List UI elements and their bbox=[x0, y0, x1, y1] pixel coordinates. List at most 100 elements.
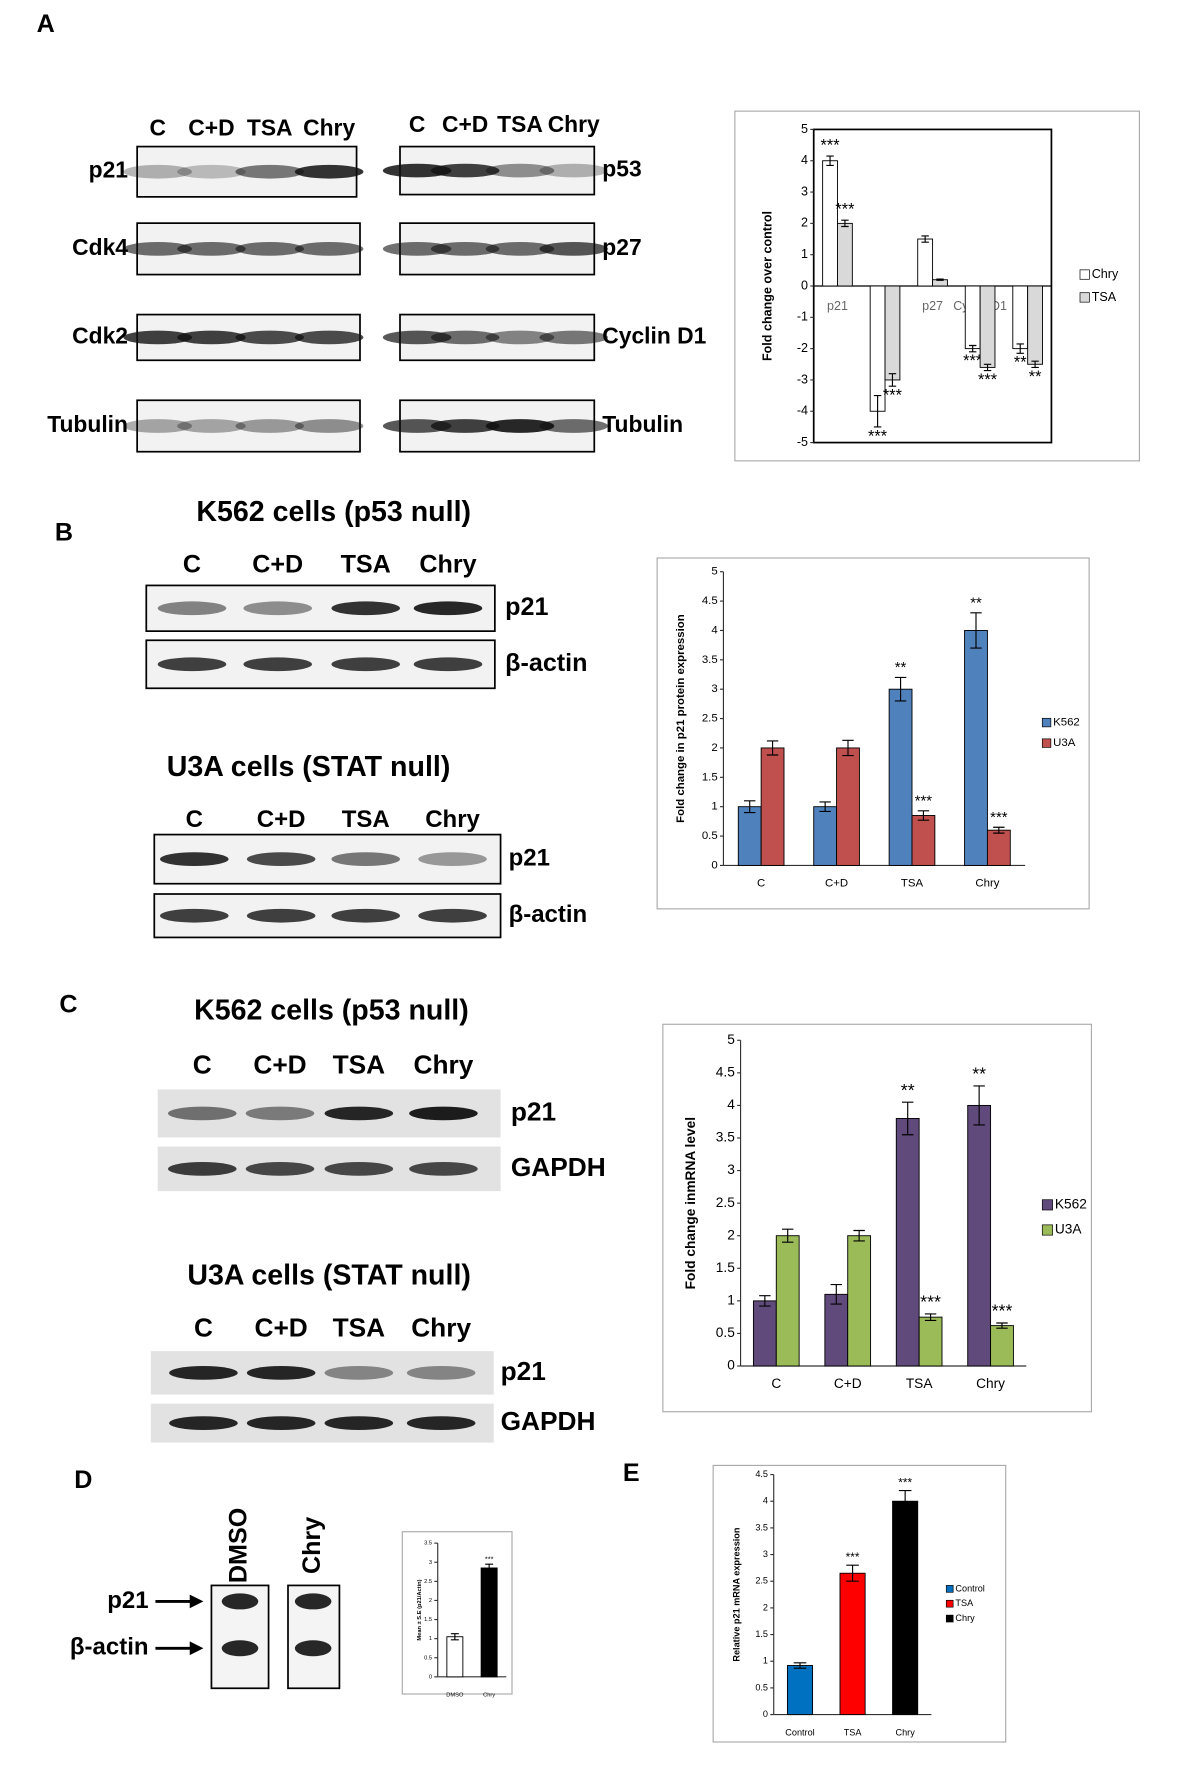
error-bar bbox=[485, 1563, 494, 1573]
significance: *** bbox=[920, 1292, 941, 1312]
bar bbox=[964, 630, 988, 866]
row-label: GAPDH bbox=[501, 1406, 596, 1436]
x-tick-label: C+D bbox=[825, 878, 848, 890]
bar bbox=[964, 285, 981, 350]
y-tick-label: 4 bbox=[711, 624, 718, 636]
y-tick-label: 1 bbox=[801, 247, 808, 261]
chart-frame bbox=[662, 1023, 1092, 1413]
y-tick-label: -2 bbox=[797, 341, 808, 355]
blot-band bbox=[157, 601, 227, 616]
blot-band bbox=[123, 242, 192, 256]
x-tick-label: Chry bbox=[896, 1727, 916, 1737]
bar bbox=[786, 1665, 814, 1716]
y-tick-label: -5 bbox=[797, 435, 808, 449]
error-bar bbox=[898, 1489, 912, 1513]
x-tick-label: Control bbox=[785, 1727, 814, 1737]
error-bar bbox=[1031, 360, 1039, 368]
blot-band bbox=[430, 330, 500, 345]
panel-label: D bbox=[74, 1466, 92, 1494]
blot-band bbox=[539, 330, 608, 345]
legend-label: TSA bbox=[1092, 290, 1117, 304]
bar bbox=[813, 806, 838, 866]
lane-label: TSA bbox=[341, 551, 391, 579]
bar bbox=[446, 1636, 464, 1678]
legend-label: K562 bbox=[1055, 1196, 1087, 1211]
error-bar bbox=[924, 1313, 937, 1321]
y-tick-label: 1 bbox=[429, 1636, 432, 1642]
error-bar bbox=[902, 1101, 914, 1136]
blot-band bbox=[382, 242, 452, 256]
error-bar bbox=[782, 1228, 794, 1243]
blot-band bbox=[294, 1593, 332, 1610]
significance: *** bbox=[883, 387, 903, 405]
error-bar bbox=[450, 1633, 459, 1641]
blot-band bbox=[246, 852, 316, 866]
blot-band bbox=[160, 852, 229, 866]
y-tick-label: 3.5 bbox=[716, 1130, 735, 1145]
blot-band bbox=[485, 330, 555, 345]
error-bar bbox=[842, 739, 854, 757]
y-tick-label: 2.5 bbox=[424, 1579, 432, 1585]
significance: *** bbox=[868, 427, 888, 445]
legend-swatch bbox=[1041, 717, 1052, 728]
lane-label: TSA bbox=[342, 806, 390, 833]
y-tick-label: 4 bbox=[801, 153, 808, 167]
y-tick-label: 0.5 bbox=[702, 830, 718, 842]
x-tick-label: p27 bbox=[922, 299, 943, 313]
y-tick-label: 0.5 bbox=[424, 1655, 432, 1661]
x-tick-label: Chry bbox=[976, 1376, 1005, 1391]
lane-label: TSA bbox=[333, 1312, 386, 1342]
panel-label: C bbox=[59, 991, 77, 1019]
error-bar bbox=[970, 612, 982, 649]
y-tick-label: -3 bbox=[797, 372, 808, 386]
error-bar bbox=[759, 1295, 771, 1307]
legend-label: Chry bbox=[1092, 267, 1119, 281]
blot-band bbox=[324, 1366, 394, 1380]
blot-band bbox=[294, 1640, 332, 1657]
bar bbox=[824, 1293, 849, 1367]
bar bbox=[837, 222, 853, 287]
blot-band bbox=[406, 1416, 476, 1430]
blot-band bbox=[123, 419, 192, 433]
error-bar bbox=[888, 373, 897, 387]
blot-band bbox=[221, 1593, 259, 1610]
blot-band bbox=[221, 1640, 259, 1657]
y-tick-label: 5 bbox=[801, 122, 808, 136]
significance: *** bbox=[821, 136, 841, 154]
error-bar bbox=[873, 395, 882, 428]
blot-band bbox=[331, 657, 400, 672]
row-label: p21 bbox=[107, 1587, 148, 1614]
error-bar bbox=[819, 801, 831, 812]
error-bar bbox=[894, 676, 907, 702]
lane-label: TSA bbox=[497, 111, 543, 137]
legend-label: TSA bbox=[955, 1598, 974, 1608]
blot-band bbox=[243, 601, 312, 616]
y-tick-label: 1.5 bbox=[755, 1629, 768, 1639]
blot-band bbox=[430, 242, 500, 256]
blot-band bbox=[246, 908, 316, 923]
lane-label: C bbox=[193, 1050, 212, 1080]
error-bar bbox=[917, 810, 930, 821]
y-tick-label: 4.5 bbox=[716, 1064, 735, 1079]
y-tick-label: 4.5 bbox=[702, 595, 718, 607]
legend-swatch bbox=[1079, 292, 1090, 303]
significance: *** bbox=[990, 810, 1008, 826]
row-label: p21 bbox=[501, 1356, 546, 1386]
blot-band bbox=[235, 330, 304, 345]
error-bar bbox=[830, 1283, 842, 1305]
lane-label: C bbox=[186, 806, 203, 833]
legend-label: K562 bbox=[1053, 717, 1080, 729]
lane-label: TSA bbox=[333, 1050, 386, 1080]
error-bar bbox=[983, 363, 992, 372]
x-tick-label: C bbox=[771, 1376, 781, 1391]
x-tick-label: C bbox=[757, 878, 765, 890]
y-tick-label: 3.5 bbox=[424, 1541, 432, 1547]
y-tick-label: 3.5 bbox=[702, 654, 718, 666]
lane-label: C+D bbox=[255, 1312, 308, 1342]
significance: ** bbox=[972, 1064, 986, 1084]
row-label: Cyclin D1 bbox=[602, 322, 706, 348]
blot-band bbox=[294, 242, 364, 256]
blot-band bbox=[413, 601, 483, 616]
y-tick-label: 2.5 bbox=[716, 1195, 735, 1210]
